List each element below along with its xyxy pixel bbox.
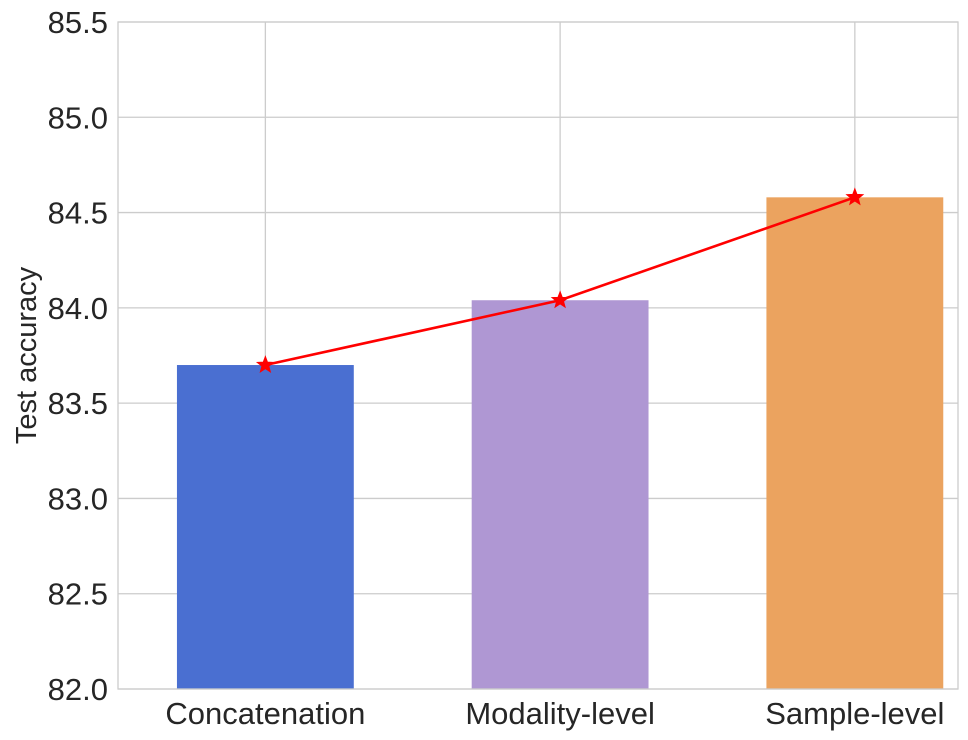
x-tick-label: Modality-level — [465, 696, 655, 731]
y-tick-label: 83.5 — [48, 386, 108, 421]
y-tick-label: 83.0 — [48, 481, 108, 516]
y-tick-label: 85.0 — [48, 100, 108, 135]
x-tick-label: Concatenation — [165, 696, 365, 731]
bar-concatenation — [176, 365, 354, 689]
x-tick-label: Sample-level — [765, 696, 944, 731]
y-tick-label: 85.5 — [48, 5, 108, 40]
y-tick-label: 84.5 — [48, 196, 108, 231]
plot-frame — [117, 21, 959, 690]
y-axis-label: Test accuracy — [11, 266, 43, 444]
y-tick-label: 84.0 — [48, 291, 108, 326]
bars — [176, 197, 944, 689]
bar-sample-level — [766, 197, 944, 689]
star-marker — [845, 187, 865, 206]
x-tick-labels: Concatenation Modality-level Sample-level — [165, 696, 944, 731]
accuracy-line — [255, 187, 865, 374]
bar-modality-level — [471, 300, 649, 689]
star-marker — [255, 355, 275, 374]
star-marker — [550, 290, 570, 309]
y-tick-label: 82.5 — [48, 577, 108, 612]
y-tick-label: 82.0 — [48, 672, 108, 707]
y-tick-labels: 82.0 82.5 83.0 83.5 84.0 84.5 85.0 85.5 — [48, 5, 108, 707]
